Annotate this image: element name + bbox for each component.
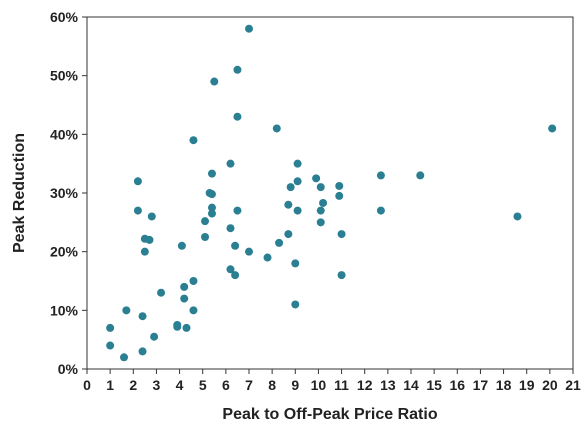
data-point: [145, 235, 154, 244]
y-tick-label: 30%: [50, 185, 79, 201]
x-axis-ticks: 0 1 2 3 4 5 6 7 8 9 10 11 12 13 14 15 16 17 18 19 20 21: [83, 369, 581, 393]
data-point: [335, 181, 344, 190]
data-point: [233, 112, 242, 121]
data-point: [293, 206, 302, 215]
data-point: [182, 323, 191, 332]
data-point: [207, 169, 216, 178]
y-tick-label: 60%: [50, 9, 79, 25]
x-tick-label: 2: [129, 377, 137, 393]
data-point: [133, 206, 142, 215]
x-tick-label: 13: [380, 377, 396, 393]
data-point: [106, 323, 115, 332]
data-point: [138, 312, 147, 321]
data-point: [291, 300, 300, 309]
data-point: [207, 203, 216, 212]
data-point: [147, 212, 156, 221]
data-point: [316, 206, 325, 215]
x-axis-title: Peak to Off-Peak Price Ratio: [222, 406, 437, 423]
x-tick-label: 17: [473, 377, 489, 393]
data-point: [140, 247, 149, 256]
data-point: [207, 209, 216, 218]
x-tick-label: 0: [83, 377, 91, 393]
data-point: [173, 322, 182, 331]
data-point: [177, 241, 186, 250]
x-tick-label: 20: [542, 377, 558, 393]
data-point: [316, 218, 325, 227]
data-point: [157, 288, 166, 297]
x-tick-label: 7: [245, 377, 253, 393]
data-point: [272, 124, 281, 133]
data-point: [293, 177, 302, 186]
y-tick-label: 10%: [50, 302, 79, 318]
plot-area: [86, 16, 574, 370]
data-point: [226, 224, 235, 233]
x-tick-label: 9: [291, 377, 299, 393]
x-tick-label: 19: [519, 377, 535, 393]
y-axis-ticks: 0% 10% 20% 30% 40% 50% 60%: [50, 9, 87, 377]
y-tick-label: 20%: [50, 244, 79, 260]
data-point: [226, 265, 235, 274]
data-point: [207, 190, 216, 199]
x-tick-label: 10: [311, 377, 327, 393]
data-point: [284, 230, 293, 239]
data-point: [233, 206, 242, 215]
x-tick-label: 5: [199, 377, 207, 393]
x-tick-label: 18: [496, 377, 512, 393]
data-point: [416, 171, 425, 180]
data-point: [180, 282, 189, 291]
data-points: [106, 24, 557, 362]
data-point: [189, 277, 198, 285]
data-point: [275, 238, 284, 247]
data-point: [548, 124, 557, 133]
x-tick-label: 21: [565, 377, 581, 393]
data-point: [312, 174, 321, 183]
data-point: [133, 177, 142, 186]
y-tick-label: 0%: [58, 361, 79, 377]
data-point: [180, 294, 189, 303]
x-tick-label: 6: [222, 377, 230, 393]
data-point: [201, 233, 210, 241]
data-point: [291, 259, 300, 268]
data-point: [245, 24, 253, 33]
data-point: [263, 253, 272, 262]
x-tick-label: 4: [176, 377, 184, 393]
data-point: [335, 191, 344, 200]
data-point: [284, 200, 293, 209]
data-point: [120, 353, 129, 362]
data-point: [376, 171, 385, 180]
data-point: [319, 198, 328, 207]
x-tick-label: 14: [403, 377, 419, 393]
data-point: [513, 212, 522, 221]
data-point: [122, 306, 131, 315]
data-point: [210, 77, 219, 86]
data-point: [286, 183, 295, 192]
y-axis-title: Peak Reduction: [11, 133, 28, 253]
data-point: [231, 241, 240, 250]
data-point: [233, 65, 242, 74]
data-point: [106, 341, 115, 350]
y-tick-label: 40%: [50, 126, 79, 142]
data-point: [226, 159, 235, 168]
data-point: [293, 159, 302, 168]
x-tick-label: 12: [357, 377, 373, 393]
data-point: [245, 247, 253, 256]
x-tick-label: 16: [449, 377, 465, 393]
x-tick-label: 1: [106, 377, 114, 393]
data-point: [316, 183, 325, 192]
x-tick-label: 11: [334, 377, 349, 393]
data-point: [138, 347, 147, 356]
data-point: [201, 217, 210, 226]
data-point: [337, 271, 346, 280]
data-point: [376, 206, 385, 215]
y-tick-label: 50%: [50, 68, 79, 84]
data-point: [189, 306, 198, 315]
data-point: [150, 332, 159, 341]
x-tick-label: 15: [426, 377, 442, 393]
data-point: [231, 271, 240, 280]
data-point: [337, 230, 346, 239]
x-tick-label: 3: [153, 377, 161, 393]
x-tick-label: 8: [268, 377, 276, 393]
data-point: [189, 136, 198, 145]
